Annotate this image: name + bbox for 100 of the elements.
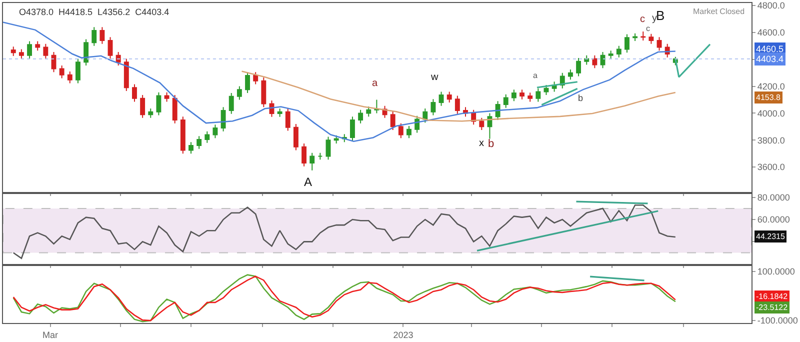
candlestick: [180, 116, 186, 154]
text: -16.1842: [756, 292, 788, 301]
candlestick: [236, 86, 242, 100]
candlestick: [487, 112, 492, 140]
annotation: B: [656, 8, 665, 23]
candlestick: [172, 94, 178, 124]
annotation: c: [640, 14, 645, 25]
candlestick: [366, 106, 372, 118]
annotation: y: [652, 13, 657, 24]
candlestick: [511, 89, 516, 102]
annotation: b: [488, 138, 494, 150]
y-tick-label: 3600.0: [757, 162, 785, 172]
candlestick: [140, 94, 146, 118]
candlestick: [92, 26, 97, 46]
candlestick: [59, 64, 64, 79]
text: 44.2315: [756, 232, 786, 241]
candlestick: [261, 77, 266, 108]
candlestick: [326, 136, 331, 160]
candlestick: [398, 122, 404, 139]
candlestick: [350, 116, 355, 142]
candlestick: [277, 108, 282, 118]
candlestick: [108, 36, 113, 60]
candlestick: [576, 58, 582, 77]
line-series: [241, 70, 676, 122]
annotation: c: [646, 24, 650, 33]
candlestick: [148, 108, 154, 118]
candlestick: [75, 58, 80, 84]
candlestick: [406, 126, 412, 139]
candlestick: [132, 84, 137, 102]
candlestick: [245, 72, 250, 94]
line-series: [12, 204, 676, 259]
candlestick: [358, 109, 364, 124]
annotation: a: [372, 78, 378, 89]
text: 4403.4: [756, 54, 784, 64]
candlestick: [503, 94, 508, 108]
candlestick: [100, 26, 105, 44]
annotation: A: [304, 175, 312, 189]
candlestick: [390, 110, 396, 131]
text: 4460.5: [756, 44, 784, 54]
candlestick: [10, 46, 16, 57]
candlestick: [374, 99, 380, 114]
candlestick: [438, 91, 444, 106]
candlestick: [520, 89, 524, 100]
candlestick: [18, 48, 24, 60]
annotation: b: [578, 93, 584, 103]
candlestick: [51, 51, 56, 73]
y-tick-label: 4800.0: [757, 0, 785, 11]
y-tick-label: 4200.0: [757, 81, 785, 92]
candlestick: [430, 98, 436, 116]
x-tick-label: Mar: [42, 330, 58, 340]
candlestick: [592, 54, 598, 69]
candlestick: [196, 136, 202, 150]
candlestick: [164, 92, 170, 102]
y-tick-label: 4000.0: [757, 108, 785, 118]
candlestick: [43, 43, 48, 60]
candlestick: [84, 38, 89, 66]
candlestick: [648, 33, 654, 44]
annotation: w: [430, 72, 439, 83]
candlestick: [212, 124, 218, 139]
candlestick: [67, 71, 72, 84]
y-tick-label: 60.0000: [757, 214, 790, 225]
y-tick-label: -100.0000: [757, 315, 798, 326]
candlestick: [479, 117, 484, 131]
candlestick: [35, 40, 40, 52]
candlestick: [608, 50, 614, 60]
candlestick: [204, 130, 210, 144]
candlestick: [632, 32, 638, 42]
y-tick-label: 100.0000: [757, 266, 795, 277]
candlestick: [124, 58, 129, 92]
candlestick: [600, 51, 606, 69]
candlestick: [454, 95, 460, 114]
annotation: Market Closed: [693, 7, 745, 16]
candlestick: [495, 100, 500, 120]
x-tick-label: 2023: [393, 330, 414, 340]
candlestick: [640, 31, 646, 42]
candlestick: [310, 152, 315, 171]
y-tick-label: 80.0000: [757, 192, 790, 202]
candlestick: [334, 134, 339, 144]
candlestick: [27, 40, 32, 60]
candlestick: [536, 88, 541, 102]
candlestick: [293, 123, 298, 151]
annotation: a: [533, 71, 538, 80]
candlestick: [616, 45, 622, 58]
candlestick: [253, 72, 258, 85]
y-tick-label: 4600.0: [757, 28, 785, 38]
text: -23.5122: [756, 303, 788, 312]
candlestick: [624, 34, 630, 54]
candlestick: [156, 92, 162, 116]
annotation: O4378.0 H4418.5 L4356.2 C4403.4: [19, 7, 170, 17]
candlestick: [220, 106, 226, 132]
candlestick: [302, 143, 307, 167]
candlestick: [228, 92, 234, 114]
candlestick: [568, 68, 573, 80]
candlestick: [285, 108, 290, 132]
candlestick: [528, 92, 533, 102]
candlestick: [318, 152, 323, 160]
text: 4153.8: [756, 93, 782, 102]
y-tick-label: 3800.0: [757, 135, 785, 146]
annotation: x: [479, 138, 484, 149]
candlestick: [656, 36, 662, 52]
